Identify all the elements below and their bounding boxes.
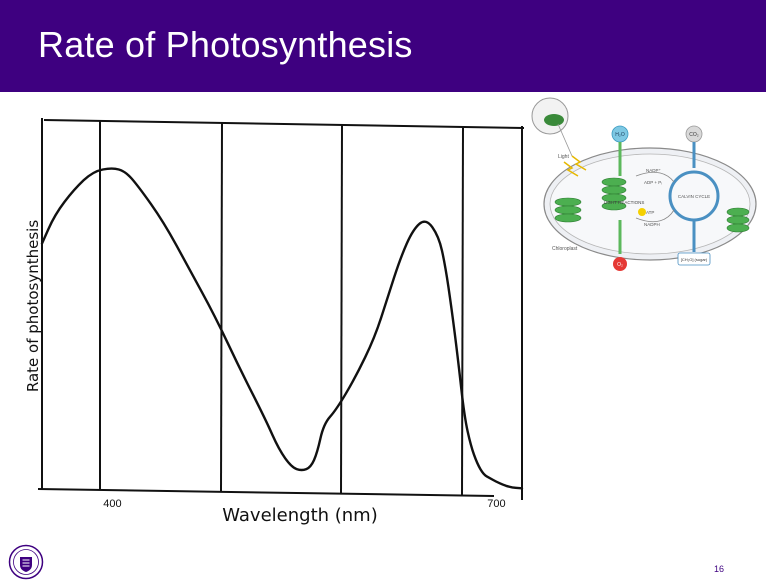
chart-frame <box>37 118 525 500</box>
sugar-node <box>677 252 711 266</box>
diagram-label-nadph: NADPH <box>644 222 660 227</box>
university-seal-logo <box>8 544 44 580</box>
diagram-label-light: Light <box>558 154 569 160</box>
o2-node <box>613 257 627 271</box>
x-axis-label: Wavelength (nm) <box>222 505 378 526</box>
diagram-label-calvin: CALVIN CYCLE <box>678 194 710 199</box>
series-rate-curve <box>40 167 524 490</box>
slide-title: Rate of Photosynthesis <box>38 24 413 65</box>
slide-header: Rate of Photosynthesis <box>0 0 766 92</box>
frame-bottom <box>37 488 495 497</box>
diagram-label-h2o: H₂O <box>615 132 625 138</box>
gridline-3 <box>340 123 343 495</box>
diagram-label-adp: ADP + Pᵢ <box>644 180 662 185</box>
diagram-label-o2: O₂ <box>617 262 623 268</box>
diagram-label-light-reactions: LIGHT REACTIONS <box>604 200 645 205</box>
photosynthesis-diagram: Light H₂O CO₂ CALVIN CYCLE LIGHT REACTIO… <box>531 97 757 271</box>
energy-carriers: NADP⁺ ADP + Pᵢ ATP NADPH <box>644 168 662 227</box>
diagram-label-nadp: NADP⁺ <box>646 168 662 173</box>
y-axis-label: Rate of photosynthesis <box>24 220 42 392</box>
carrier-arrows <box>635 171 675 223</box>
thylakoid-stacks <box>554 177 750 233</box>
x-tick-label: 700 <box>487 498 505 510</box>
gridline-2 <box>220 121 223 493</box>
leaf-thumbnail <box>531 97 573 157</box>
diagram-label-sugar: [CH₂O] (sugar) <box>681 257 708 262</box>
gridline-700 <box>461 125 464 497</box>
light-rays <box>563 155 587 177</box>
page-number: 16 <box>714 564 725 574</box>
frame-top <box>43 119 525 129</box>
atp-burst <box>638 208 646 216</box>
diagram-label-co2: CO₂ <box>689 132 699 138</box>
chart-gridlines <box>99 120 464 497</box>
diagram-label-chloroplast: Chloroplast <box>552 246 578 252</box>
x-tick-label: 400 <box>103 498 121 510</box>
diagram-label-atp: ATP <box>646 210 654 215</box>
chloroplast-inner <box>549 153 751 255</box>
